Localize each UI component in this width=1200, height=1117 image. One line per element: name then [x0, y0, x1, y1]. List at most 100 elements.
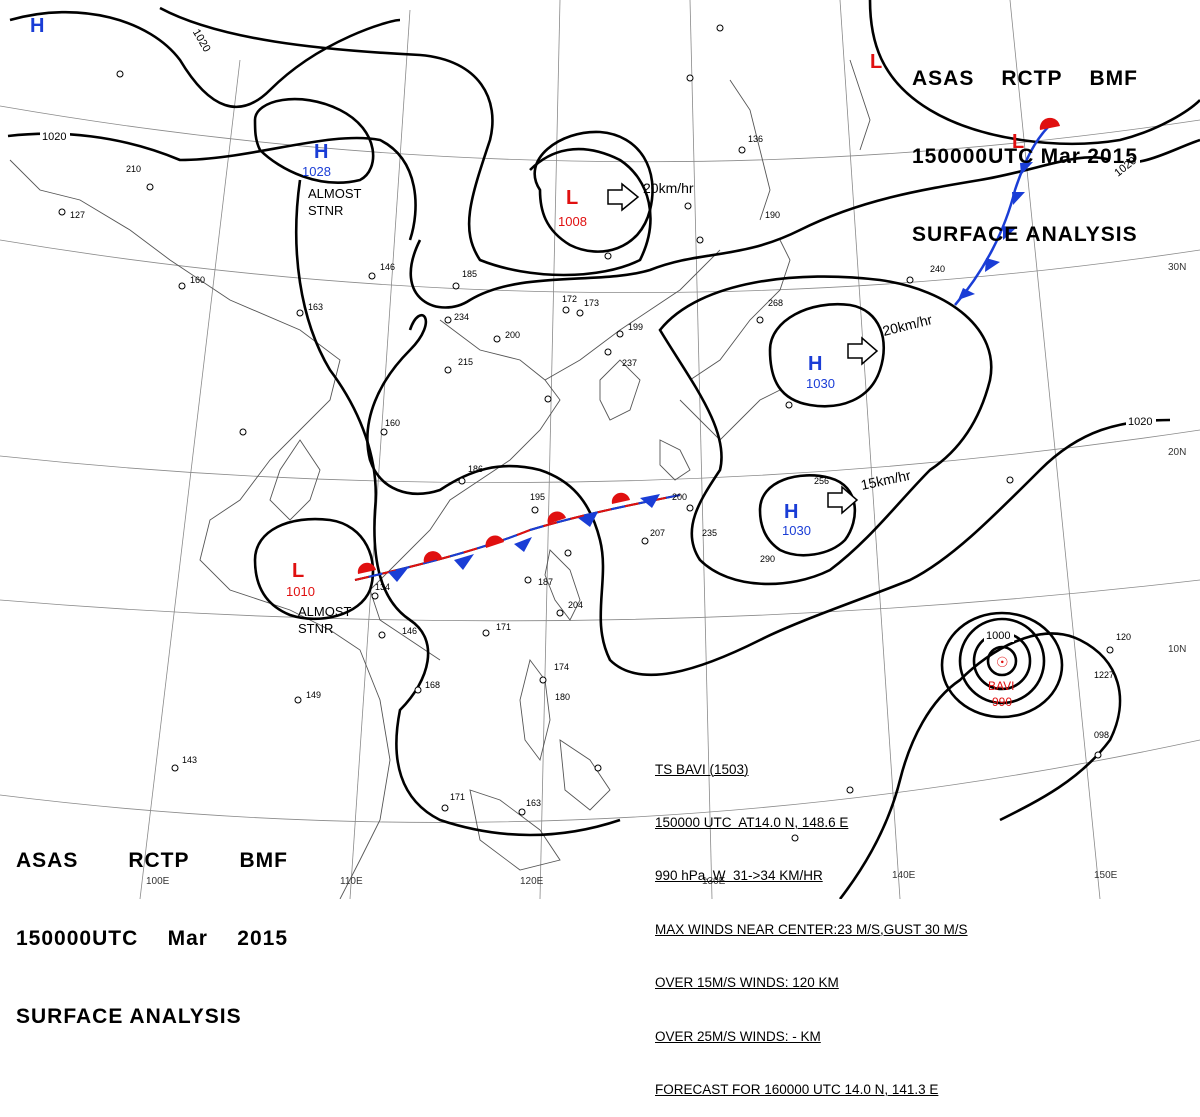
- motion-arrows: [607, 182, 879, 515]
- low-symbol: L: [1012, 131, 1024, 153]
- low-symbol: L: [292, 560, 304, 582]
- header-station: RCTP: [128, 849, 190, 872]
- station-value: 186: [468, 464, 483, 474]
- high-symbol: H: [808, 353, 822, 375]
- low-pressure-value: 1008: [558, 214, 587, 229]
- lat-label: 20N: [1168, 447, 1186, 458]
- bulletin-line: OVER 25M/S WINDS: - KM: [655, 1028, 821, 1044]
- isobar-west-1020: [7, 132, 417, 241]
- high-symbol: H: [784, 501, 798, 523]
- station-value: 195: [530, 492, 545, 502]
- pressure-centers: H 1028 L 1008 H 1030 H 1030 L 1010 L L H: [30, 15, 1024, 599]
- station-value: 290: [760, 554, 775, 564]
- station-value: 160: [190, 275, 205, 285]
- almost-stnr-note: ALMOST STNR: [308, 186, 362, 218]
- high-pressure-value: 1030: [782, 523, 811, 538]
- station-value: 200: [672, 492, 687, 502]
- isobars: [7, 0, 1200, 899]
- stationary-notes: ALMOST STNR ALMOST STNR: [298, 186, 362, 636]
- bulletin-line: 990 hPa, W 31->34 KM/HR: [655, 868, 823, 884]
- storm-name: BAVI: [988, 679, 1014, 693]
- station-value: 180: [555, 692, 570, 702]
- bulletin-line: TS BAVI (1503): [655, 761, 749, 777]
- station-value: 207: [650, 528, 665, 538]
- bulletin-line: FORECAST FOR 160000 UTC 14.0 N, 141.3 E: [655, 1081, 939, 1097]
- isobar-1020-south: [366, 313, 1171, 677]
- station-value: 171: [496, 622, 511, 632]
- station-value: 134: [375, 582, 390, 592]
- low-symbol: L: [566, 187, 578, 209]
- station-value: 240: [930, 264, 945, 274]
- isobar-west-long: [294, 179, 621, 837]
- station-value: 173: [584, 298, 599, 308]
- station-value: 136: [748, 134, 763, 144]
- low-pressure-value: 1010: [286, 584, 315, 599]
- station-value: 127: [70, 210, 85, 220]
- isobar-1030-north: [768, 302, 885, 408]
- header-station: RCTP: [1001, 67, 1063, 90]
- header-year: 2015: [1087, 145, 1138, 168]
- station-value: 210: [126, 164, 141, 174]
- isobar-1008-low: [533, 130, 654, 253]
- station-value: 120: [1116, 632, 1131, 642]
- station-value: 160: [385, 418, 400, 428]
- station-value: 200: [505, 330, 520, 340]
- header-title: SURFACE ANALYSIS: [16, 1005, 242, 1028]
- station-value: 190: [765, 210, 780, 220]
- header-office: BMF: [1089, 67, 1138, 90]
- lon-label: 150E: [1094, 870, 1118, 881]
- lon-label: 140E: [892, 870, 916, 881]
- station-value: 146: [402, 626, 417, 636]
- lon-label: 120E: [520, 876, 544, 887]
- high-symbol: H: [30, 15, 44, 37]
- high-pressure-value: 1030: [806, 376, 835, 391]
- typhoon-rings: [940, 611, 1064, 719]
- almost-stnr-note: ALMOST STNR: [298, 604, 352, 636]
- station-value: 163: [308, 302, 323, 312]
- station-value: 168: [425, 680, 440, 690]
- station-value: 234: [454, 312, 469, 322]
- station-value: 149: [306, 690, 321, 700]
- storm-pressure: 990: [992, 695, 1012, 709]
- header-agency: ASAS: [912, 67, 975, 90]
- station-value: 163: [526, 798, 541, 808]
- station-value: 146: [380, 262, 395, 272]
- station-values: 210 127 160 163 146 185 234 200 215 172 …: [70, 134, 1131, 808]
- isobar-north-east: [868, 0, 1200, 146]
- high-symbol: H: [314, 141, 328, 163]
- isobar-central-ring: [658, 275, 993, 586]
- station-value: 204: [568, 600, 583, 610]
- station-value: 268: [768, 298, 783, 308]
- header-month: Mar: [167, 927, 208, 950]
- station-value: 256: [814, 476, 829, 486]
- header-office: BMF: [239, 849, 288, 872]
- isobar-label: 1000: [986, 630, 1010, 642]
- isobar-1028-high: [253, 97, 375, 184]
- station-value: 1227: [1094, 670, 1114, 680]
- isobar-1020-long: [409, 138, 1200, 309]
- header-time: 150000UTC: [16, 927, 139, 950]
- station-value: 215: [458, 357, 473, 367]
- station-value: 143: [182, 755, 197, 765]
- low-symbol: L: [870, 51, 882, 73]
- header-agency: ASAS: [16, 849, 79, 872]
- header-month: Mar: [1040, 145, 1081, 168]
- station-value: 187: [538, 577, 553, 587]
- isobar-label: 1020: [42, 131, 66, 143]
- lon-label: 130E: [702, 876, 726, 887]
- header-time: 150000UTC: [912, 145, 1035, 168]
- station-value: 171: [450, 792, 465, 802]
- isobar-1020-north: [9, 10, 401, 108]
- header-year: 2015: [237, 927, 288, 950]
- stationary-front: [354, 492, 681, 582]
- lon-label: 100E: [146, 876, 170, 887]
- station-markers: [58, 24, 1114, 842]
- isobar-1030-south: [758, 474, 857, 557]
- lat-label: 10N: [1168, 644, 1186, 655]
- map-header-top: ASAS RCTP BMF 150000UTC Mar 2015 SURFACE…: [912, 14, 1138, 274]
- storm-bulletin: TS BAVI (1503) 150000 UTC AT14.0 N, 148.…: [655, 725, 968, 1117]
- lon-label: 110E: [340, 876, 363, 887]
- coastlines: [9, 59, 871, 899]
- cold-front-north: [954, 117, 1060, 306]
- high-pressure-value: 1028: [302, 164, 331, 179]
